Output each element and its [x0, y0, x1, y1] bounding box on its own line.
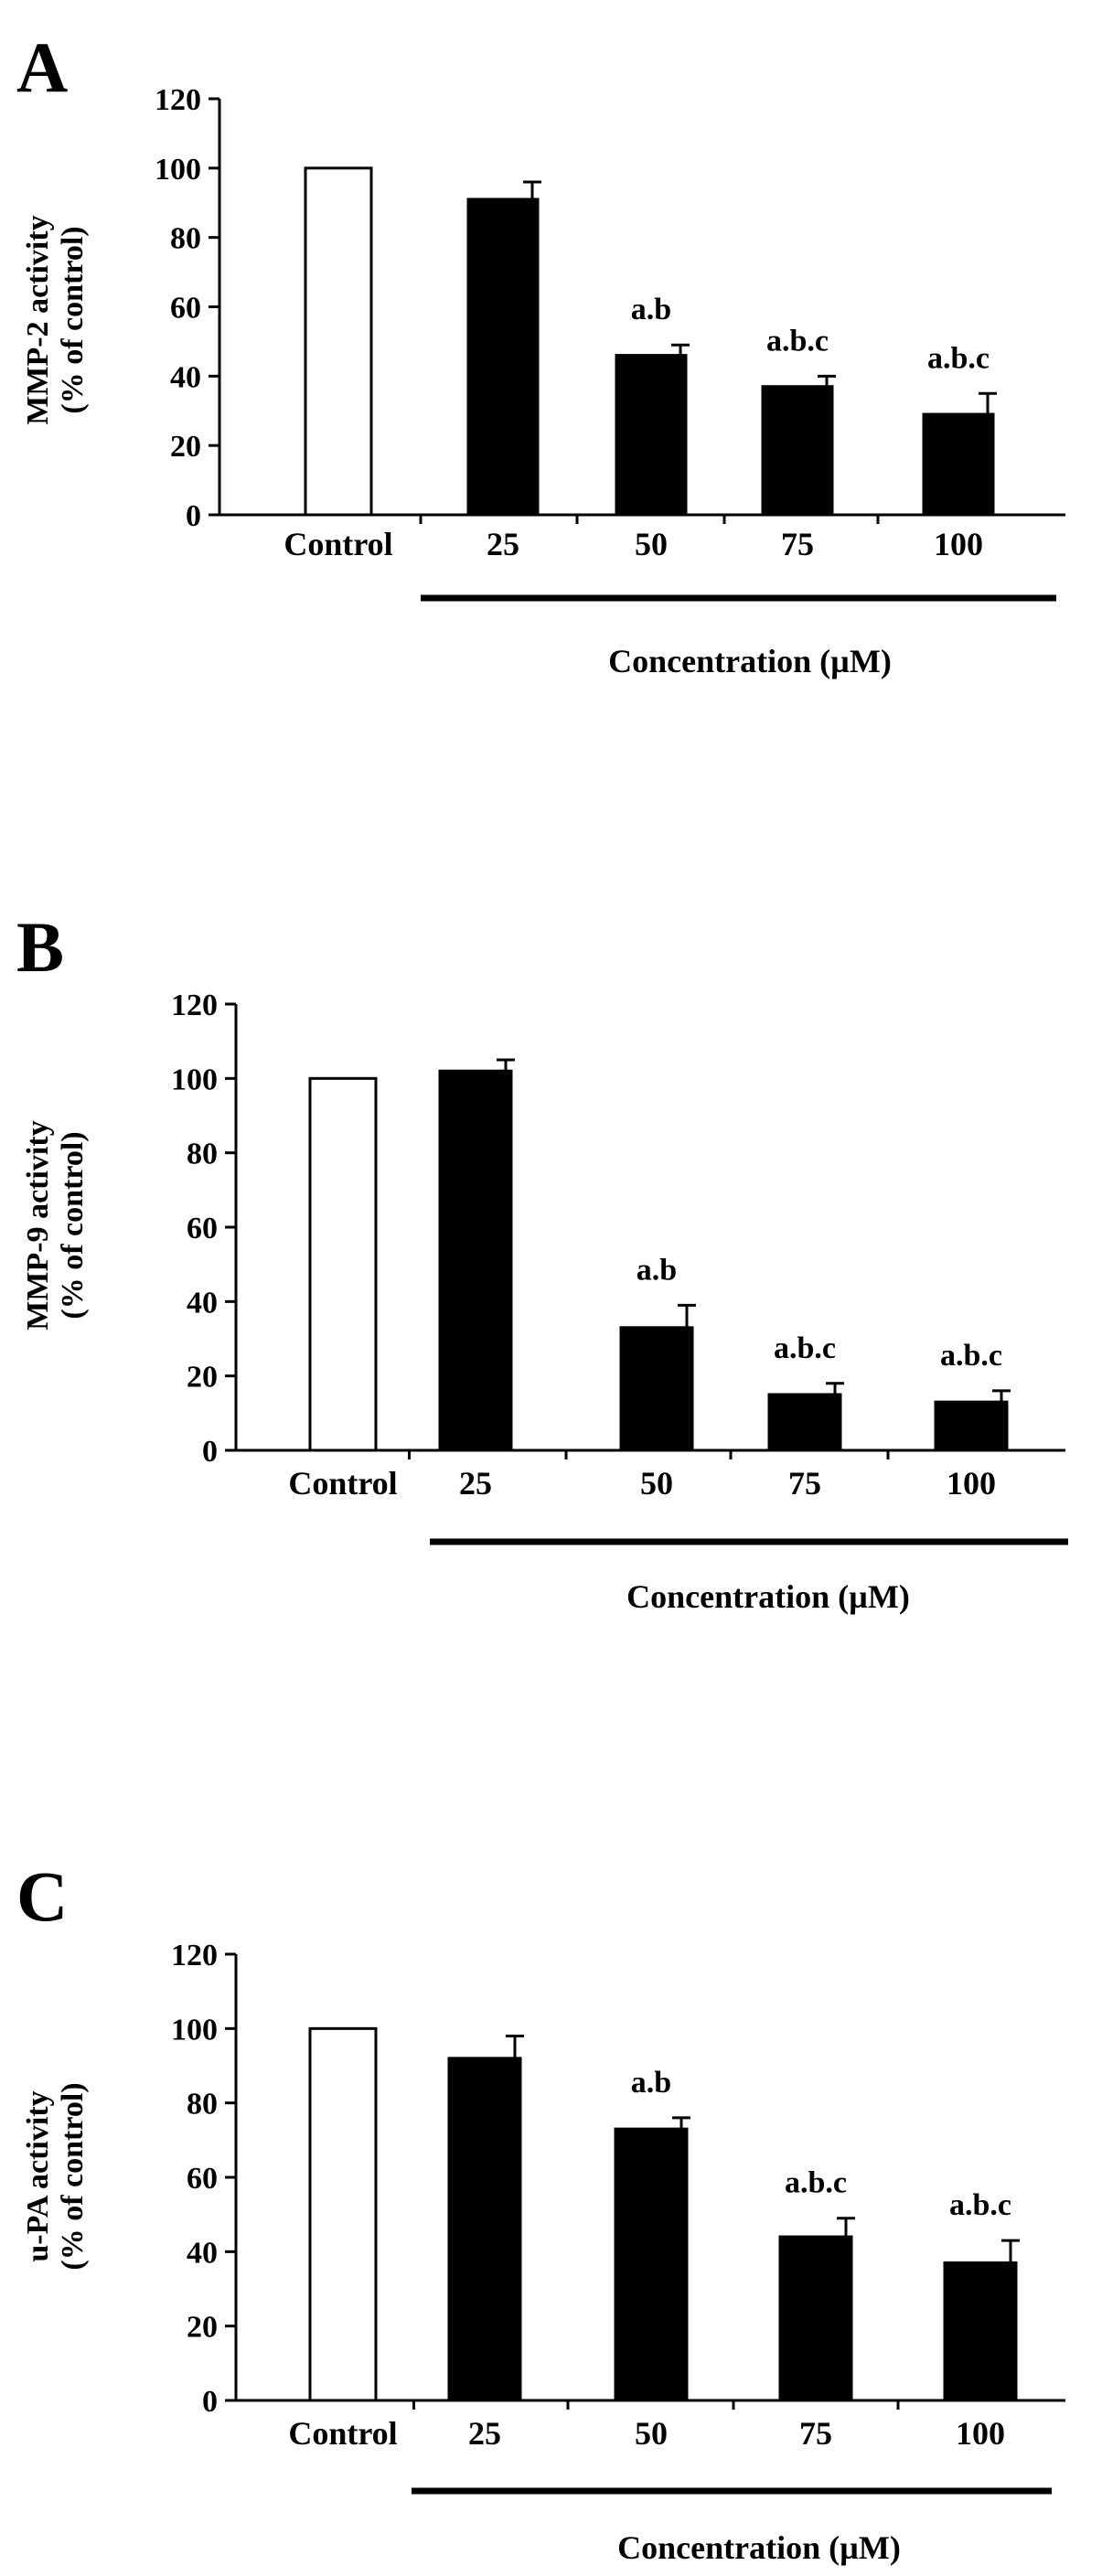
significance-label: a.b — [631, 2066, 671, 2100]
significance-label: a.b — [631, 293, 671, 326]
bar-25 — [438, 1069, 513, 1452]
y-tick-label: 20 — [187, 2311, 218, 2345]
y-axis-label-line1: MMP-9 activity — [21, 1120, 55, 1330]
y-tick-label: 40 — [187, 1286, 218, 1320]
significance-label: a.b.c — [927, 341, 990, 375]
bar-50 — [614, 2127, 689, 2402]
y-tick-label: 120 — [171, 989, 218, 1022]
y-tick-label: 0 — [202, 1435, 218, 1469]
x-axis-label: Concentration (µM) — [617, 2529, 901, 2566]
x-tick-label: Control — [288, 1465, 397, 1502]
panel-c: C u-PA activity (% of control) Concentra… — [16, 1856, 1065, 2566]
y-tick-label: 60 — [187, 1212, 218, 1245]
x-tick-label: 25 — [487, 526, 519, 562]
x-tick-label: Control — [288, 2415, 397, 2452]
bar-25 — [466, 198, 540, 517]
bar-75 — [761, 385, 834, 517]
x-tick-label: 50 — [635, 2415, 668, 2452]
y-axis-label-line2: (% of control) — [56, 226, 90, 413]
y-axis-label-line1: MMP-2 activity — [21, 215, 55, 424]
panel-a: A MMP-2 activity (% of control) Concentr… — [16, 27, 1065, 679]
x-tick-label: 100 — [947, 1465, 996, 1502]
x-tick-label: 50 — [640, 1465, 673, 1502]
y-tick-label: 80 — [170, 222, 201, 256]
significance-label: a.b.c — [774, 1331, 836, 1365]
y-tick-label: 80 — [187, 2088, 218, 2122]
y-tick-label: 60 — [187, 2162, 218, 2196]
panel-label: B — [16, 907, 64, 987]
y-tick-label: 20 — [187, 1361, 218, 1395]
significance-label: a.b.c — [785, 2166, 847, 2200]
x-tick-label: 75 — [788, 1465, 821, 1502]
y-axis-label-line1: u-PA activity — [21, 2090, 55, 2261]
significance-label: a.b.c — [940, 1339, 1002, 1373]
y-axis-label-line2: (% of control) — [56, 2082, 90, 2270]
significance-label: a.b.c — [949, 2188, 1011, 2222]
y-tick-label: 120 — [155, 83, 201, 117]
x-tick-label: Control — [284, 526, 392, 562]
y-tick-label: 60 — [170, 292, 201, 326]
x-tick-label: 100 — [956, 2415, 1005, 2452]
panel-label: C — [16, 1856, 68, 1936]
x-axis-label: Concentration (µM) — [608, 643, 892, 679]
bar-25 — [447, 2057, 522, 2402]
y-tick-label: 40 — [170, 360, 201, 394]
bar-Control — [308, 1076, 378, 1452]
significance-label: a.b — [637, 1253, 677, 1287]
y-tick-label: 0 — [202, 2385, 218, 2419]
y-tick-label: 100 — [155, 153, 201, 187]
x-tick-label: 75 — [781, 526, 814, 562]
x-tick-label: 25 — [468, 2415, 501, 2452]
panel-b: B MMP-9 activity (% of control) Concentr… — [16, 907, 1068, 1615]
bar-75 — [778, 2235, 853, 2402]
x-tick-label: 100 — [934, 526, 983, 562]
bar-Control — [308, 2026, 378, 2402]
y-tick-label: 80 — [187, 1138, 218, 1171]
x-tick-label: 50 — [635, 526, 668, 562]
bar-50 — [615, 354, 688, 517]
panel-label: A — [16, 27, 68, 107]
y-tick-label: 20 — [170, 430, 201, 464]
x-tick-label: 25 — [459, 1465, 492, 1502]
y-axis-label-line2: (% of control) — [56, 1131, 90, 1319]
bar-75 — [767, 1393, 842, 1452]
y-tick-label: 100 — [171, 1063, 218, 1096]
bar-Control — [304, 166, 373, 517]
bar-100 — [922, 412, 995, 517]
bar-100 — [943, 2261, 1018, 2402]
y-tick-label: 0 — [186, 499, 201, 533]
significance-label: a.b.c — [766, 324, 829, 358]
x-tick-label: 75 — [799, 2415, 832, 2452]
x-axis-label: Concentration (µM) — [626, 1578, 910, 1615]
y-tick-label: 40 — [187, 2236, 218, 2270]
y-tick-label: 120 — [171, 1939, 218, 1972]
bar-100 — [934, 1400, 1009, 1452]
bar-50 — [619, 1326, 694, 1452]
y-tick-label: 100 — [171, 2013, 218, 2047]
